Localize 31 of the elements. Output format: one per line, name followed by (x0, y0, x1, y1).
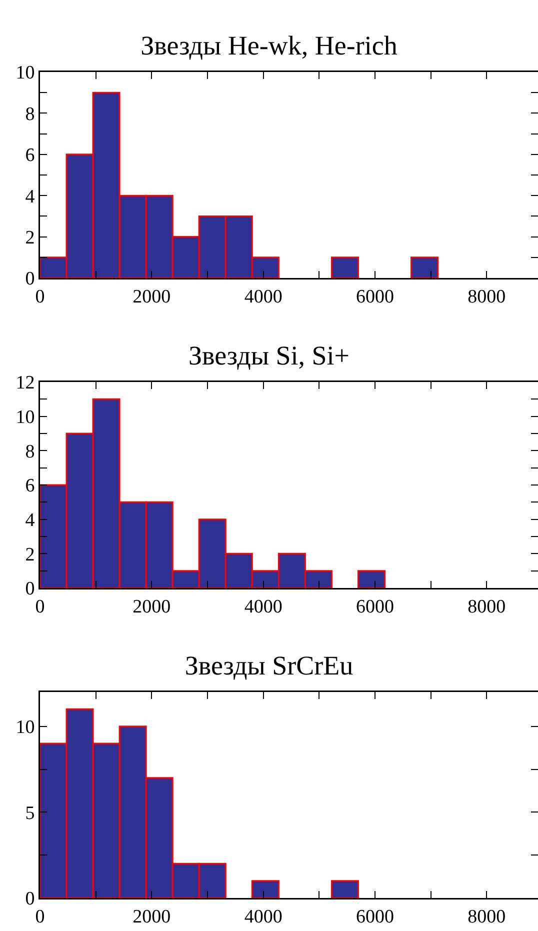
x-tick-label: 4000 (244, 596, 282, 618)
x-tick-label: 4000 (244, 906, 282, 928)
x-tick-label: 6000 (356, 906, 394, 928)
y-tick-label: 10 (16, 62, 35, 84)
x-tick-label: 2000 (132, 286, 171, 308)
y-tick-label: 10 (16, 716, 35, 738)
chart-title: Звезды SrCrEu (184, 650, 354, 680)
chart-title: Звезды Si, Si+ (188, 340, 350, 370)
y-tick-label: 4 (25, 186, 36, 208)
x-tick-label: 4000 (244, 286, 282, 308)
y-tick-label: 0 (25, 578, 35, 600)
chart-title: Звезды He-wk, He-rich (140, 30, 398, 60)
y-tick-label: 6 (25, 145, 35, 166)
x-tick-label: 8000 (468, 596, 506, 618)
x-tick-label: 8000 (468, 906, 506, 928)
y-tick-label: 2 (25, 544, 35, 566)
y-tick-label: 5 (25, 802, 35, 824)
y-tick-label: 8 (25, 104, 35, 125)
y-tick-label: 2 (25, 227, 35, 248)
y-tick-label: 4 (25, 510, 36, 531)
y-tick-label: 10 (16, 406, 35, 428)
x-tick-label: 6000 (356, 596, 394, 618)
y-tick-label: 0 (25, 268, 35, 290)
y-tick-label: 8 (25, 441, 35, 462)
x-tick-label: 2000 (132, 906, 171, 928)
x-tick-label: 8000 (468, 286, 506, 308)
y-tick-label: 0 (25, 888, 35, 910)
x-tick-label: 6000 (356, 286, 394, 308)
y-tick-label: 12 (16, 372, 35, 394)
x-tick-label: 2000 (132, 596, 171, 618)
y-tick-label: 6 (25, 476, 35, 497)
